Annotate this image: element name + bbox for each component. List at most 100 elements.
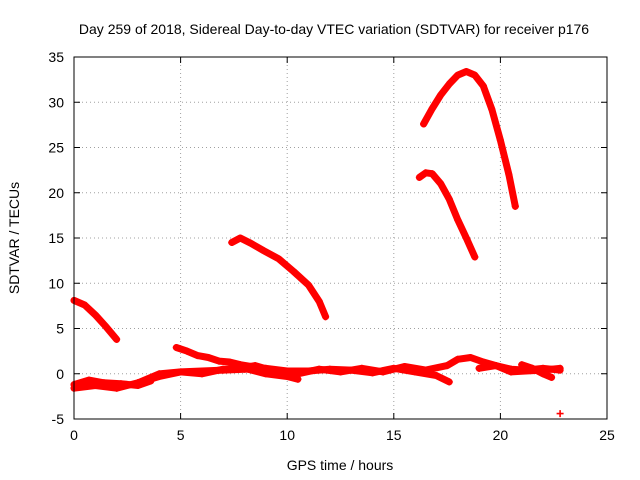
data-point bbox=[290, 267, 298, 275]
data-point bbox=[428, 105, 436, 113]
x-tick-label: 10 bbox=[279, 427, 295, 443]
series-line bbox=[70, 296, 121, 343]
tick-layer: 0 5 10 15 20 25 -5 0 5 10 15 20 25 30 35 bbox=[48, 49, 615, 443]
data-point bbox=[91, 382, 99, 390]
data-point bbox=[432, 372, 440, 380]
data-point bbox=[337, 368, 344, 376]
series-line bbox=[415, 169, 479, 261]
data-point bbox=[471, 71, 479, 79]
data-point bbox=[230, 365, 238, 373]
data-point bbox=[428, 170, 436, 178]
data-point bbox=[454, 71, 462, 79]
data-point bbox=[177, 368, 185, 376]
series-layer bbox=[70, 67, 564, 418]
data-point bbox=[113, 335, 121, 343]
data-point bbox=[102, 323, 110, 331]
data-point bbox=[400, 363, 408, 371]
data-point bbox=[134, 379, 142, 387]
data-point bbox=[505, 171, 513, 179]
data-point bbox=[422, 366, 430, 374]
data-point bbox=[228, 239, 236, 247]
x-tick-label: 20 bbox=[493, 427, 509, 443]
series-arc-3 bbox=[415, 169, 479, 261]
data-point bbox=[183, 347, 191, 355]
data-point bbox=[437, 180, 445, 188]
y-tick-label: 0 bbox=[56, 366, 64, 382]
data-point bbox=[454, 216, 462, 224]
data-point bbox=[518, 361, 526, 369]
data-point bbox=[496, 136, 504, 144]
y-tick-label: 20 bbox=[48, 185, 64, 201]
data-point bbox=[85, 376, 93, 384]
data-point bbox=[204, 353, 212, 361]
data-point bbox=[226, 358, 234, 366]
data-point bbox=[445, 195, 453, 203]
y-tick-label: 10 bbox=[48, 275, 64, 291]
x-axis-label: GPS time / hours bbox=[287, 457, 394, 473]
y-tick-label: 25 bbox=[48, 140, 64, 156]
data-point bbox=[155, 370, 163, 378]
data-point bbox=[507, 368, 515, 376]
data-point bbox=[322, 313, 330, 321]
data-point bbox=[443, 362, 451, 370]
data-point bbox=[113, 384, 121, 392]
data-point bbox=[479, 82, 487, 90]
data-point bbox=[275, 255, 283, 263]
data-point bbox=[219, 365, 227, 373]
x-tick-label: 0 bbox=[70, 427, 78, 443]
data-point bbox=[548, 373, 556, 381]
data-point bbox=[81, 301, 89, 309]
series-arc-1 bbox=[70, 296, 121, 343]
x-tick-label: 5 bbox=[177, 427, 185, 443]
data-point bbox=[445, 80, 453, 88]
data-point bbox=[91, 311, 99, 319]
chart-title: Day 259 of 2018, Sidereal Day-to-day VTE… bbox=[79, 21, 589, 37]
y-axis-label: SDTVAR / TECUs bbox=[6, 182, 22, 294]
series-arc-12 bbox=[556, 410, 564, 418]
data-point bbox=[467, 353, 475, 361]
data-point bbox=[172, 344, 180, 352]
data-point bbox=[445, 378, 453, 386]
data-point bbox=[273, 368, 281, 376]
data-point bbox=[194, 352, 202, 360]
y-tick-label: 35 bbox=[48, 49, 64, 65]
series-arc-4 bbox=[420, 67, 519, 210]
data-point bbox=[511, 202, 519, 210]
data-point bbox=[198, 370, 206, 378]
data-point bbox=[305, 281, 313, 289]
data-point bbox=[358, 364, 366, 372]
data-point bbox=[475, 364, 483, 372]
data-point bbox=[488, 105, 496, 113]
data-point bbox=[556, 410, 564, 418]
data-point bbox=[556, 364, 564, 372]
data-point bbox=[415, 173, 423, 181]
y-tick-label: 15 bbox=[48, 230, 64, 246]
data-point bbox=[420, 120, 428, 128]
data-point bbox=[539, 370, 547, 378]
x-tick-label: 15 bbox=[386, 427, 402, 443]
data-point bbox=[462, 234, 470, 242]
series-arc-2 bbox=[228, 234, 330, 321]
y-tick-label: -5 bbox=[52, 411, 65, 427]
data-point bbox=[236, 234, 244, 242]
data-point bbox=[215, 357, 223, 365]
data-point bbox=[471, 253, 479, 261]
data-point bbox=[294, 370, 302, 378]
y-tick-label: 5 bbox=[56, 321, 64, 337]
x-tick-label: 25 bbox=[599, 427, 615, 443]
data-point bbox=[437, 91, 445, 99]
series-arc-11 bbox=[518, 361, 556, 381]
data-point bbox=[454, 355, 462, 363]
data-point bbox=[247, 239, 255, 247]
data-point bbox=[260, 247, 268, 255]
data-point bbox=[528, 364, 536, 372]
data-point bbox=[315, 297, 323, 305]
y-tick-label: 30 bbox=[48, 94, 64, 110]
series-line bbox=[420, 68, 519, 210]
data-point bbox=[492, 362, 500, 370]
data-point bbox=[251, 362, 259, 370]
data-point bbox=[462, 67, 470, 75]
data-point bbox=[315, 365, 323, 373]
